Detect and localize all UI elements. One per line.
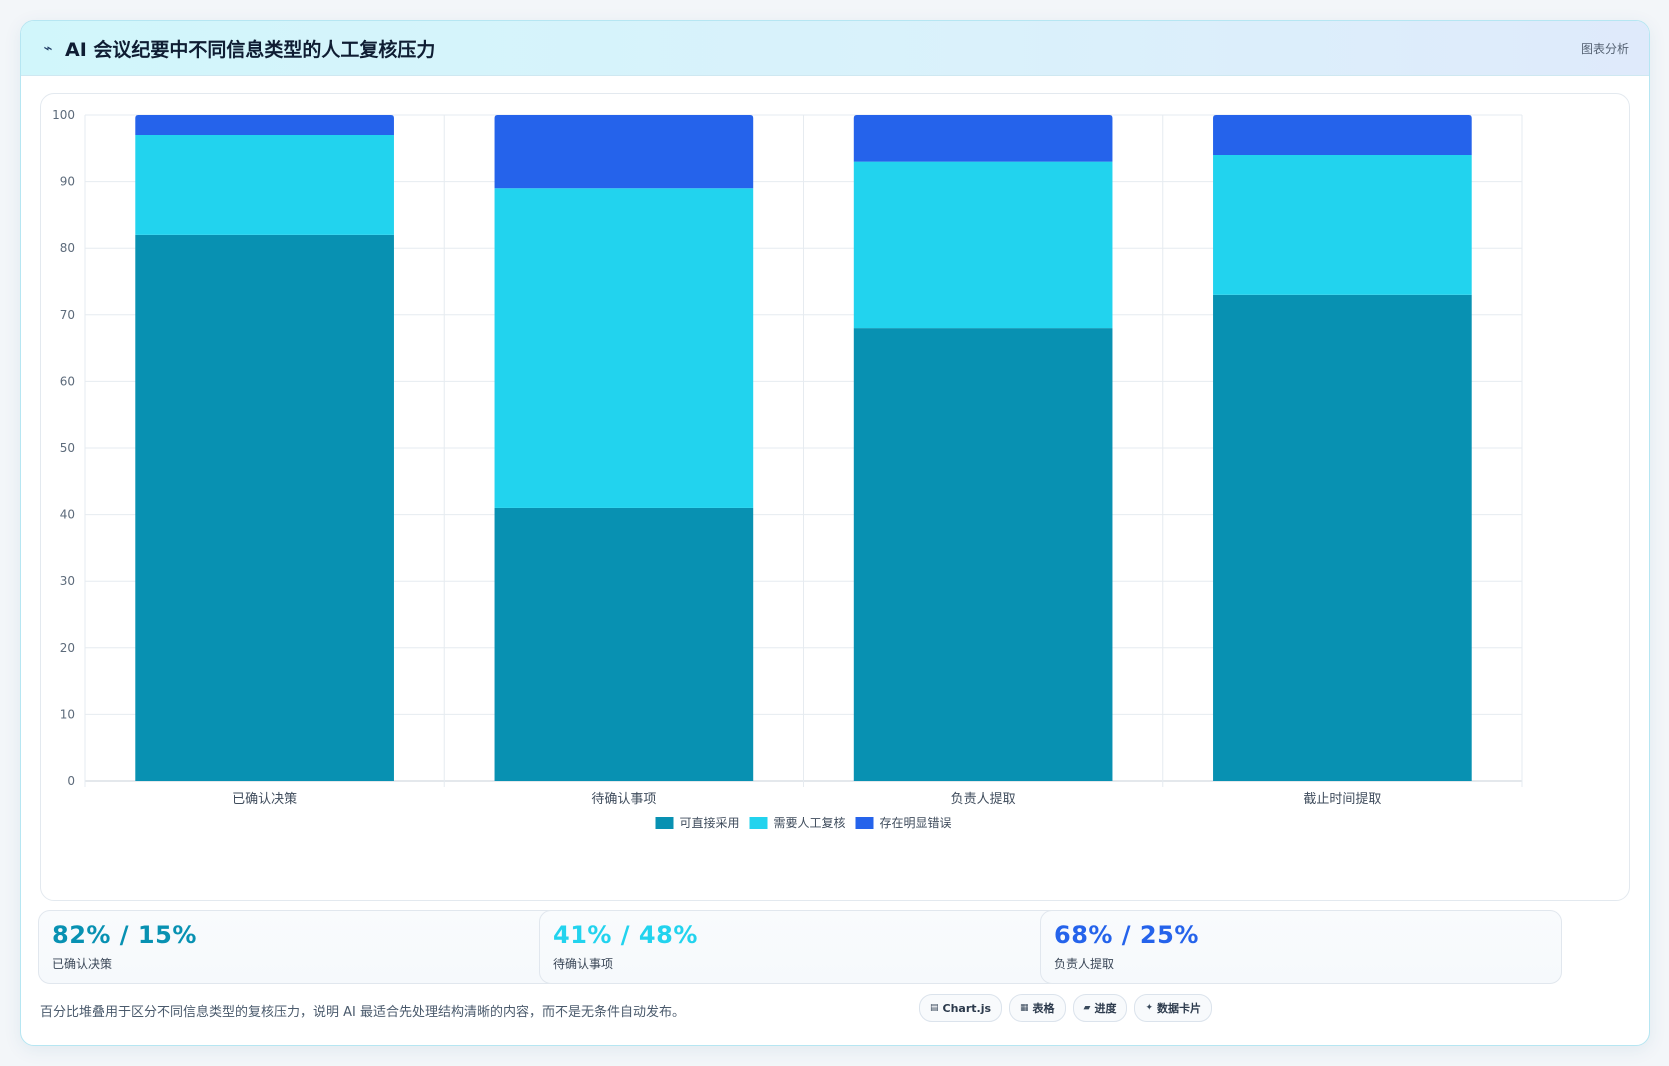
bar-segment: [1213, 294, 1472, 781]
bar-segment: [1213, 115, 1472, 155]
y-tick-label: 80: [60, 241, 75, 255]
stat-label: 待确认事项: [553, 957, 614, 971]
bar-segment: [135, 115, 394, 135]
y-tick-label: 90: [60, 175, 75, 189]
legend-label: 存在明显错误: [880, 816, 952, 830]
badge-label: 数据卡片: [1157, 1002, 1202, 1015]
legend-label: 可直接采用: [680, 815, 740, 830]
stat-card-2: 68% / 25% 负责人提取: [1040, 910, 1562, 984]
badge-label: 进度: [1094, 1002, 1117, 1015]
badge-label: Chart.js: [942, 1001, 992, 1015]
stat-value: 41% / 48%: [553, 921, 698, 949]
y-tick-label: 70: [60, 308, 75, 322]
bar-segment: [853, 328, 1113, 781]
stacked-bar-chart: 0 10 20 30 40 50 60 70 80 90 100 已确认决策 待确认事项 负责人提取 截止时…: [52, 108, 1523, 830]
footnote: 百分比堆叠用于区分不同信息类型的复核压力，说明 AI 最适合先处理结构清晰的内容…: [40, 1005, 685, 1020]
y-tick-label: 60: [60, 374, 75, 388]
bar-segment: [1213, 154, 1472, 295]
x-tick-label: 负责人提取: [951, 791, 1016, 807]
y-tick-label: 40: [60, 508, 75, 522]
badge-table[interactable]: ▦ 表格: [1009, 994, 1066, 1022]
bar-segment: [494, 115, 754, 189]
x-tick-label: 已确认决策: [232, 791, 297, 807]
bar-segment: [494, 188, 754, 508]
chart-icon: ▤: [930, 1003, 939, 1013]
card-title: AI 会议纪要中不同信息类型的人工复核压力: [65, 38, 436, 61]
chart-card: ⌁ AI 会议纪要中不同信息类型的人工复核压力 图表分析 0 10 20 30 40 50…: [20, 20, 1650, 1046]
badge-chartjs[interactable]: ▤ Chart.js: [919, 994, 1003, 1022]
sparkle-icon: ✦: [1145, 1003, 1154, 1013]
bar-segment: [494, 507, 754, 781]
legend-swatch: [855, 817, 874, 829]
card-header: ⌁ AI 会议纪要中不同信息类型的人工复核压力 图表分析: [21, 21, 1649, 76]
stat-label: 已确认决策: [52, 957, 113, 971]
bar-segment: [853, 115, 1113, 162]
progress-icon: ▰: [1083, 1003, 1091, 1013]
badge-label: 表格: [1032, 1002, 1055, 1015]
y-tick-label: 10: [60, 707, 75, 721]
stat-card-0: 82% / 15% 已确认决策: [38, 910, 560, 984]
bar-segment: [853, 161, 1113, 329]
y-tick-label: 100: [52, 108, 75, 122]
bar-segment: [135, 234, 394, 781]
y-tick-label: 30: [60, 574, 75, 588]
stat-value: 82% / 15%: [52, 921, 197, 949]
bar-segment: [135, 134, 394, 235]
legend-swatch: [655, 817, 674, 829]
table-icon: ▦: [1020, 1003, 1029, 1013]
x-tick-label: 截止时间提取: [1303, 791, 1381, 807]
line-chart-icon: ⌁: [43, 39, 53, 57]
badge-progress[interactable]: ▰ 进度: [1072, 994, 1128, 1022]
y-tick-label: 20: [60, 641, 75, 655]
y-tick-label: 50: [60, 441, 75, 455]
stat-value: 68% / 25%: [1054, 921, 1199, 949]
title-wrap: ⌁ AI 会议纪要中不同信息类型的人工复核压力: [41, 36, 436, 61]
x-tick-label: 待确认事项: [591, 792, 656, 807]
chart-panel: 0 10 20 30 40 50 60 70 80 90 100 已确认决策 待确认事项 负责人提取 截止时…: [40, 93, 1630, 901]
legend-label: 需要人工复核: [774, 816, 846, 830]
legend-swatch: [749, 817, 768, 829]
stat-label: 负责人提取: [1054, 957, 1115, 971]
badge-data-cards[interactable]: ✦ 数据卡片: [1134, 994, 1213, 1022]
badge-group: ▤ Chart.js ▦ 表格 ▰ 进度 ✦ 数据卡片: [919, 994, 1213, 1022]
stat-card-1: 41% / 48% 待确认事项: [539, 910, 1061, 984]
header-tag[interactable]: 图表分析: [1580, 42, 1629, 56]
y-tick-label: 0: [67, 774, 75, 788]
